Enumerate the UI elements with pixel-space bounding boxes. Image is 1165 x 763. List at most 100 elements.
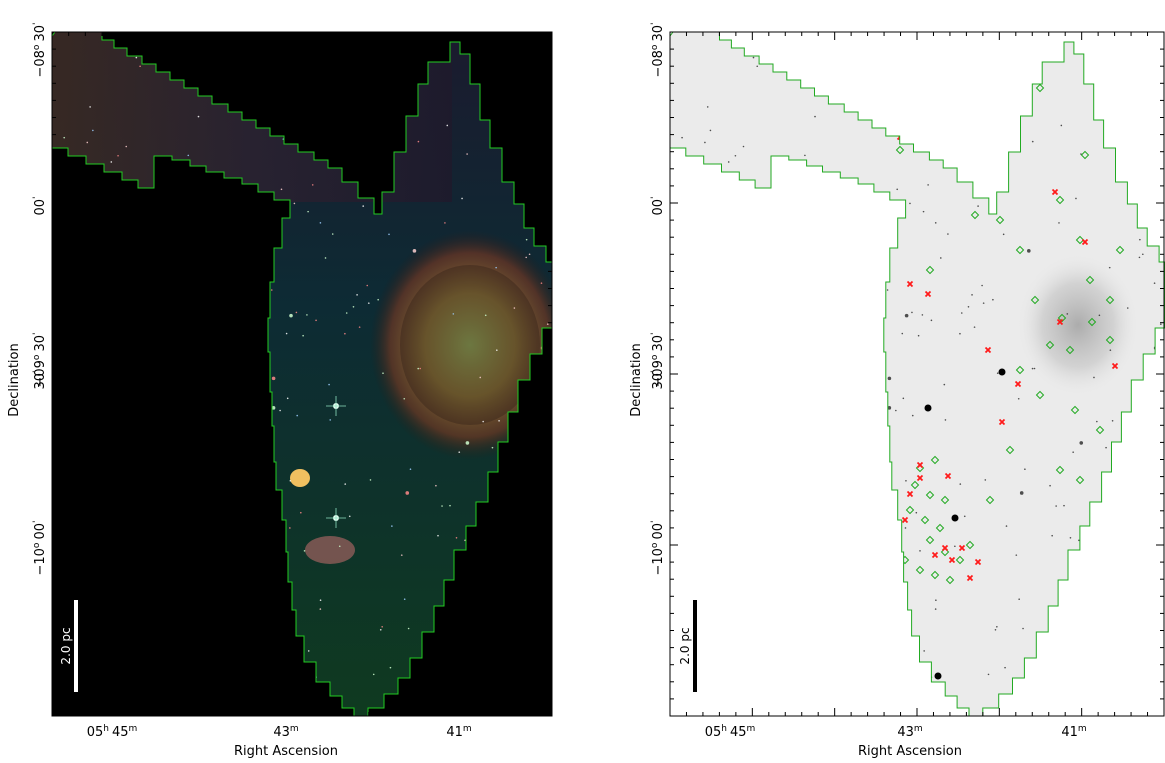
star [1060, 124, 1063, 127]
star [1055, 505, 1057, 507]
star [368, 302, 370, 304]
left-panel: 2.0 pc Right Ascension Declination 05h 45… [7, 23, 553, 759]
star [271, 406, 276, 410]
star [92, 129, 94, 132]
cross-marker [906, 280, 914, 288]
star [981, 284, 983, 287]
coverage-outline-left [51, 31, 553, 717]
star [446, 124, 449, 127]
star [379, 629, 382, 631]
star [996, 372, 999, 375]
star [528, 253, 531, 256]
star [139, 65, 141, 68]
star [356, 294, 358, 296]
bright-star [934, 672, 942, 680]
diamond-marker [1075, 235, 1085, 245]
star [734, 154, 737, 157]
star [1109, 349, 1112, 351]
y-tick-label: 00' [32, 196, 48, 215]
star [967, 305, 970, 308]
diamond-marker [910, 480, 920, 490]
star [921, 314, 924, 316]
diamond-marker [935, 523, 945, 533]
y-tick-label: −09o30' [32, 333, 48, 388]
star [984, 479, 987, 481]
cross-marker [901, 516, 909, 524]
star [452, 313, 455, 315]
star [307, 650, 310, 652]
star [896, 188, 898, 191]
y-tick-label: −08o30' [650, 23, 666, 78]
left-axis-ticks [51, 31, 553, 717]
diamond-marker [1105, 295, 1115, 305]
diamond-marker [970, 210, 980, 220]
star [407, 627, 410, 630]
star [377, 298, 379, 301]
star [300, 511, 302, 514]
star [482, 420, 484, 423]
star [117, 154, 119, 157]
diamond-marker [955, 555, 965, 565]
star [911, 311, 913, 314]
star [338, 545, 341, 548]
diamond-marker [925, 490, 935, 500]
star [464, 539, 466, 542]
diamond-marker [1015, 365, 1025, 375]
star [934, 608, 937, 610]
x-tick-label: 41m [446, 724, 471, 740]
star [814, 115, 816, 118]
star [922, 210, 925, 213]
star [546, 323, 549, 325]
star [963, 515, 966, 518]
star [540, 282, 543, 284]
y-axis-label-right: Declination [629, 343, 644, 417]
star [1078, 539, 1080, 542]
star [417, 367, 420, 370]
star [352, 305, 355, 308]
star [345, 312, 348, 314]
diamond-marker [1070, 405, 1080, 415]
star [1018, 598, 1020, 600]
star [1031, 140, 1034, 143]
diamond-marker [1045, 340, 1055, 350]
y-tick-label: −09o30' [650, 333, 666, 388]
x-tick-label: 43m [897, 724, 922, 740]
diamond-marker [1065, 345, 1075, 355]
cross-marker [944, 472, 952, 480]
star [681, 136, 683, 139]
cross-marker [931, 551, 939, 559]
cross-marker [916, 474, 924, 482]
star [934, 222, 937, 224]
star [63, 136, 65, 139]
star [279, 409, 281, 412]
star [1098, 314, 1101, 317]
star [1105, 446, 1107, 449]
star [306, 314, 308, 316]
y-tick-label: −10o00' [32, 521, 48, 576]
star [1096, 420, 1098, 423]
cross-marker [1051, 188, 1059, 196]
star [479, 376, 482, 379]
star [971, 294, 973, 296]
star [923, 650, 925, 652]
cross-marker [1056, 318, 1064, 326]
x-axis-label-right: Right Ascension [858, 744, 962, 759]
star [319, 599, 322, 602]
cross-marker [966, 574, 974, 582]
star [389, 666, 392, 669]
star [886, 289, 889, 291]
diamond-marker [895, 145, 905, 155]
star [977, 205, 979, 207]
star [982, 302, 985, 304]
star [909, 202, 911, 205]
diamond-markers [895, 83, 1125, 585]
diamond-marker [905, 505, 915, 515]
x-tick-labels-right: 05h 45m 43m 41m [705, 724, 1087, 740]
star [887, 406, 892, 410]
star [400, 554, 403, 556]
star [311, 184, 314, 186]
diamond-marker [945, 575, 955, 585]
right-panel: 2.0 pc Right Ascension Declination 05h 45… [629, 23, 1165, 759]
diamond-marker [1005, 445, 1015, 455]
star [491, 446, 494, 449]
